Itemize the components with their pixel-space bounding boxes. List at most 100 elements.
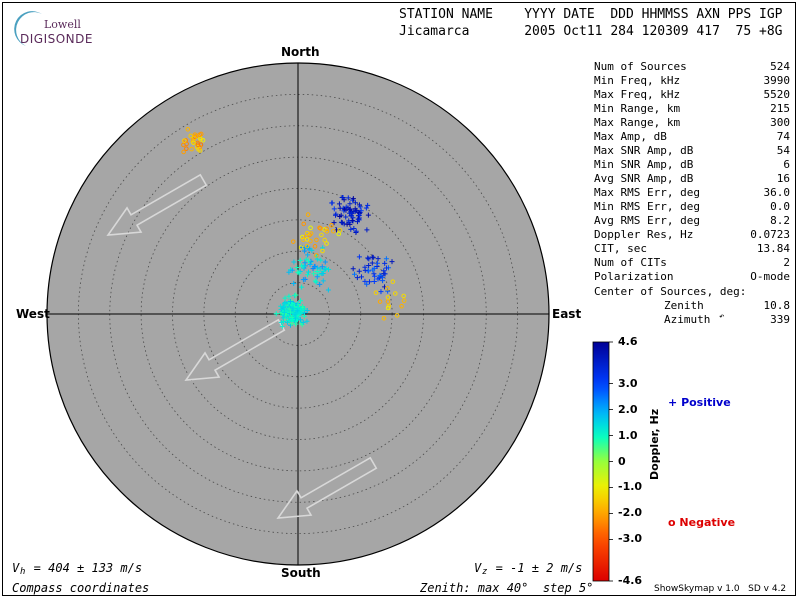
- positive-source-point: [378, 289, 384, 295]
- legend-negative: o Negative: [668, 516, 736, 529]
- positive-source-point: [375, 276, 381, 282]
- positive-source-point: [286, 318, 292, 324]
- positive-source-point: [302, 263, 308, 269]
- positive-source-point: [351, 271, 357, 277]
- positive-source-point: [319, 264, 325, 270]
- negative-source-point: [188, 133, 193, 139]
- positive-source-point: [282, 303, 288, 309]
- negative-source-point: [308, 225, 313, 231]
- positive-source-point: [365, 255, 371, 261]
- positive-source-point: [345, 195, 351, 201]
- colorbar: [592, 341, 610, 582]
- stat-value: 2: [783, 256, 790, 269]
- positive-source-point: [366, 256, 372, 262]
- positive-source-point: [366, 279, 372, 285]
- negative-source-point: [318, 226, 323, 231]
- stat-value: 524: [770, 60, 790, 73]
- negative-source-point: [373, 290, 379, 295]
- negative-source-point: [304, 243, 310, 249]
- negative-source-point: [191, 140, 196, 146]
- positive-source-point: [312, 278, 318, 284]
- positive-source-point: [280, 304, 286, 310]
- positive-source-point: [355, 216, 361, 222]
- positive-source-point: [385, 288, 391, 294]
- negative-source-point: [182, 138, 187, 143]
- positive-source-point: [340, 205, 346, 211]
- colorbar-tick-label: 4.6: [618, 335, 638, 348]
- positive-source-point: [301, 248, 307, 254]
- positive-source-point: [299, 322, 305, 328]
- colorbar-title: Doppler, Hz: [648, 408, 661, 480]
- positive-source-point: [293, 292, 299, 298]
- positive-source-point: [350, 196, 356, 202]
- stat-value: 5520: [763, 88, 791, 101]
- positive-source-point: [365, 202, 371, 208]
- stat-value: 3990: [763, 74, 791, 87]
- negative-source-point: [331, 228, 336, 234]
- positive-source-point: [314, 256, 320, 262]
- stat-label: Max SNR Amp, dB: [594, 144, 694, 157]
- positive-source-point: [347, 221, 353, 227]
- negative-source-point: [314, 253, 319, 258]
- negative-source-point: [399, 303, 404, 309]
- positive-source-point: [294, 265, 300, 271]
- positive-source-point: [307, 261, 313, 267]
- positive-source-point: [298, 317, 304, 323]
- positive-source-point: [286, 269, 292, 275]
- header-values: Jicamarca 2005 Oct11 284 120309 417 75 +…: [399, 24, 783, 39]
- positive-source-point: [357, 204, 363, 210]
- positive-source-point: [287, 298, 293, 304]
- positive-source-point: [288, 301, 294, 307]
- negative-source-point: [300, 234, 305, 240]
- positive-source-point: [305, 272, 311, 278]
- positive-source-point: [299, 284, 305, 290]
- compass-north-label: North: [281, 45, 320, 59]
- velocity-arrow: [184, 318, 286, 381]
- positive-source-point: [389, 259, 395, 265]
- negative-source-point: [312, 244, 318, 249]
- positive-source-point: [336, 201, 342, 207]
- positive-source-point: [347, 210, 353, 216]
- negative-source-point: [385, 305, 391, 311]
- positive-source-point: [288, 309, 294, 315]
- positive-source-point: [347, 201, 353, 207]
- positive-source-point: [384, 265, 390, 271]
- positive-source-point: [314, 274, 320, 280]
- negative-source-point: [394, 313, 400, 318]
- positive-source-point: [318, 257, 324, 263]
- positive-source-point: [382, 271, 388, 277]
- center-of-sources-title: Center of Sources, deg:: [594, 285, 747, 298]
- positive-source-point: [371, 265, 377, 271]
- negative-source-point: [390, 279, 396, 284]
- compass-south-label: South: [281, 566, 321, 580]
- positive-source-point: [293, 311, 299, 317]
- coordinates-note: Compass coordinates: [12, 581, 150, 595]
- positive-source-point: [317, 281, 323, 287]
- positive-source-point: [329, 200, 335, 206]
- positive-source-point: [337, 214, 343, 220]
- positive-source-point: [296, 305, 302, 311]
- negative-source-point: [324, 229, 330, 234]
- positive-source-point: [292, 293, 298, 299]
- positive-source-point: [323, 265, 329, 271]
- zenith-info: Zenith: max 40° step 5°: [420, 581, 594, 595]
- negative-source-point: [195, 142, 201, 148]
- positive-source-point: [380, 278, 386, 284]
- positive-source-point: [345, 205, 351, 211]
- azimuth-arrow-icon: ↶: [719, 312, 725, 322]
- negative-source-point: [290, 239, 296, 244]
- plus-marker-icon: +: [668, 396, 678, 409]
- positive-source-point: [311, 271, 317, 277]
- stat-label: Max Freq, kHz: [594, 88, 681, 101]
- stat-label: Avg RMS Err, deg: [594, 214, 700, 227]
- negative-source-point: [319, 232, 324, 238]
- positive-source-point: [356, 254, 362, 260]
- positive-source-point: [310, 266, 316, 272]
- positive-source-point: [353, 228, 359, 234]
- positive-source-point: [325, 287, 331, 293]
- stat-label: Min Freq, kHz: [594, 74, 681, 87]
- positive-source-point: [338, 219, 344, 225]
- positive-source-point: [354, 275, 360, 281]
- positive-source-point: [371, 271, 377, 277]
